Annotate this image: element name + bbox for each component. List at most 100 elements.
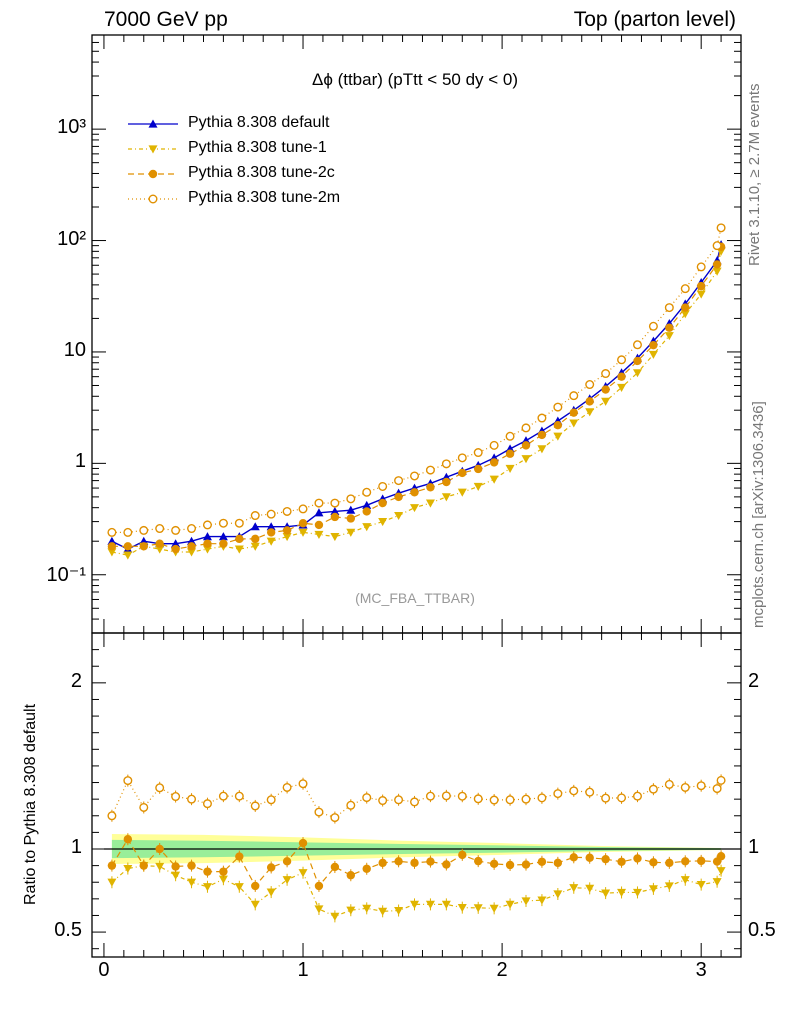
ratio-point-3-17 — [378, 796, 388, 806]
point-1-31 — [601, 397, 611, 406]
ratio-point-2-8 — [235, 852, 244, 861]
ratio-point-2-39 — [716, 852, 726, 861]
ratio-point-3-15 — [346, 800, 356, 810]
point-1-38 — [712, 267, 722, 276]
ratio-point-2-20 — [426, 857, 435, 866]
point-0-9 — [250, 522, 260, 531]
ratio-point-2-28 — [553, 858, 563, 868]
x-tick-label: 2 — [496, 959, 508, 981]
ratio-point-2-24 — [489, 859, 499, 869]
point-1-1 — [123, 551, 133, 560]
ratio-point-1-18 — [394, 906, 404, 916]
ratio-point-1-25 — [505, 900, 515, 909]
ratio-point-2-27 — [537, 857, 547, 866]
ratio-point-2-34 — [649, 858, 658, 867]
ratio-point-3-8 — [234, 791, 244, 801]
ratio-point-1-37 — [696, 881, 706, 890]
legend — [128, 119, 178, 204]
ratio-point-3-29 — [569, 786, 579, 796]
ratio-point-3-9 — [250, 801, 260, 811]
point-3-4 — [171, 525, 181, 535]
ratio-point-3-30 — [585, 787, 595, 797]
ratio-point-3-7 — [218, 791, 228, 801]
legend-label: Pythia 8.308 tune-2c — [188, 164, 335, 181]
main-series-lines — [111, 227, 722, 556]
ratio-point-1-27 — [537, 896, 547, 905]
ratio-ylabel: Ratio to Pythia 8.308 default — [22, 703, 39, 905]
ratio-point-2-17 — [378, 858, 387, 868]
point-3-35 — [664, 303, 674, 313]
ratio-point-3-18 — [394, 795, 404, 805]
point-2-10 — [266, 528, 276, 537]
ratio-point-3-16 — [362, 793, 372, 803]
point-1-16 — [362, 523, 372, 532]
point-3-9 — [250, 511, 260, 521]
point-2-5 — [187, 542, 196, 551]
legend-marker-2 — [148, 169, 158, 179]
point-1-0 — [107, 548, 117, 557]
point-2-1 — [123, 542, 133, 551]
ratio-point-1-28 — [553, 890, 563, 899]
point-2-7 — [219, 539, 228, 548]
ratio-point-3-19 — [410, 797, 420, 807]
ratio-point-2-18 — [394, 857, 403, 866]
point-0-14 — [330, 506, 340, 516]
point-2-6 — [203, 539, 212, 548]
ratio-point-3-35 — [664, 779, 674, 789]
ratio-point-1-12 — [298, 869, 308, 878]
ratio-point-1-8 — [234, 883, 244, 892]
ratio-point-1-6 — [202, 883, 212, 892]
ratio-point-1-32 — [617, 888, 627, 897]
ratio-point-1-23 — [473, 904, 483, 913]
point-1-5 — [187, 548, 197, 557]
ratio-series-lines — [111, 779, 722, 918]
point-2-11 — [282, 526, 292, 535]
ratio-point-3-22 — [457, 791, 467, 801]
point-3-32 — [617, 355, 627, 365]
point-3-29 — [569, 391, 579, 401]
point-3-16 — [362, 487, 372, 497]
y-tick-label: 10² — [57, 227, 86, 250]
point-3-38 — [712, 241, 722, 251]
rivet-label: Rivet 3.1.10, ≥ 2.7M events — [746, 83, 763, 267]
point-3-13 — [314, 498, 324, 508]
ratio-point-3-33 — [632, 791, 642, 801]
ratio-point-1-31 — [601, 889, 611, 898]
point-1-22 — [457, 488, 467, 497]
ratio-point-1-10 — [266, 888, 276, 897]
ratio-point-2-15 — [346, 871, 356, 880]
ratio-point-1-13 — [314, 905, 324, 914]
legend-marker-3 — [148, 194, 158, 204]
point-3-3 — [155, 524, 165, 534]
ratio-point-2-31 — [601, 854, 610, 864]
ratio-point-3-26 — [521, 794, 531, 804]
ratio-point-1-35 — [664, 882, 674, 891]
point-2-35 — [665, 323, 674, 332]
point-2-33 — [633, 356, 642, 366]
point-3-26 — [521, 423, 531, 433]
point-3-30 — [585, 380, 595, 390]
point-2-3 — [155, 539, 164, 548]
ratio-point-1-36 — [680, 876, 690, 885]
series-line-1 — [111, 251, 722, 556]
point-3-1 — [123, 527, 133, 537]
point-2-17 — [378, 498, 387, 508]
point-1-26 — [521, 455, 531, 464]
ratio-point-3-25 — [505, 795, 515, 805]
series-line-3 — [111, 227, 722, 533]
point-0-4 — [171, 539, 181, 548]
header-left: 7000 GeV pp — [104, 8, 228, 31]
ratio-point-2-3 — [155, 844, 164, 854]
point-3-0 — [107, 527, 117, 537]
point-1-10 — [266, 537, 276, 546]
ratio-point-2-12 — [298, 838, 308, 848]
ratio-point-3-20 — [425, 791, 435, 801]
point-3-24 — [489, 440, 499, 450]
x-tick-label: 1 — [297, 959, 309, 981]
axis-ticks — [92, 34, 742, 957]
point-2-34 — [649, 340, 658, 350]
ratio-point-2-22 — [458, 850, 467, 860]
ratio-point-2-1 — [123, 835, 133, 844]
point-3-8 — [234, 518, 244, 528]
point-0-13 — [314, 508, 324, 517]
